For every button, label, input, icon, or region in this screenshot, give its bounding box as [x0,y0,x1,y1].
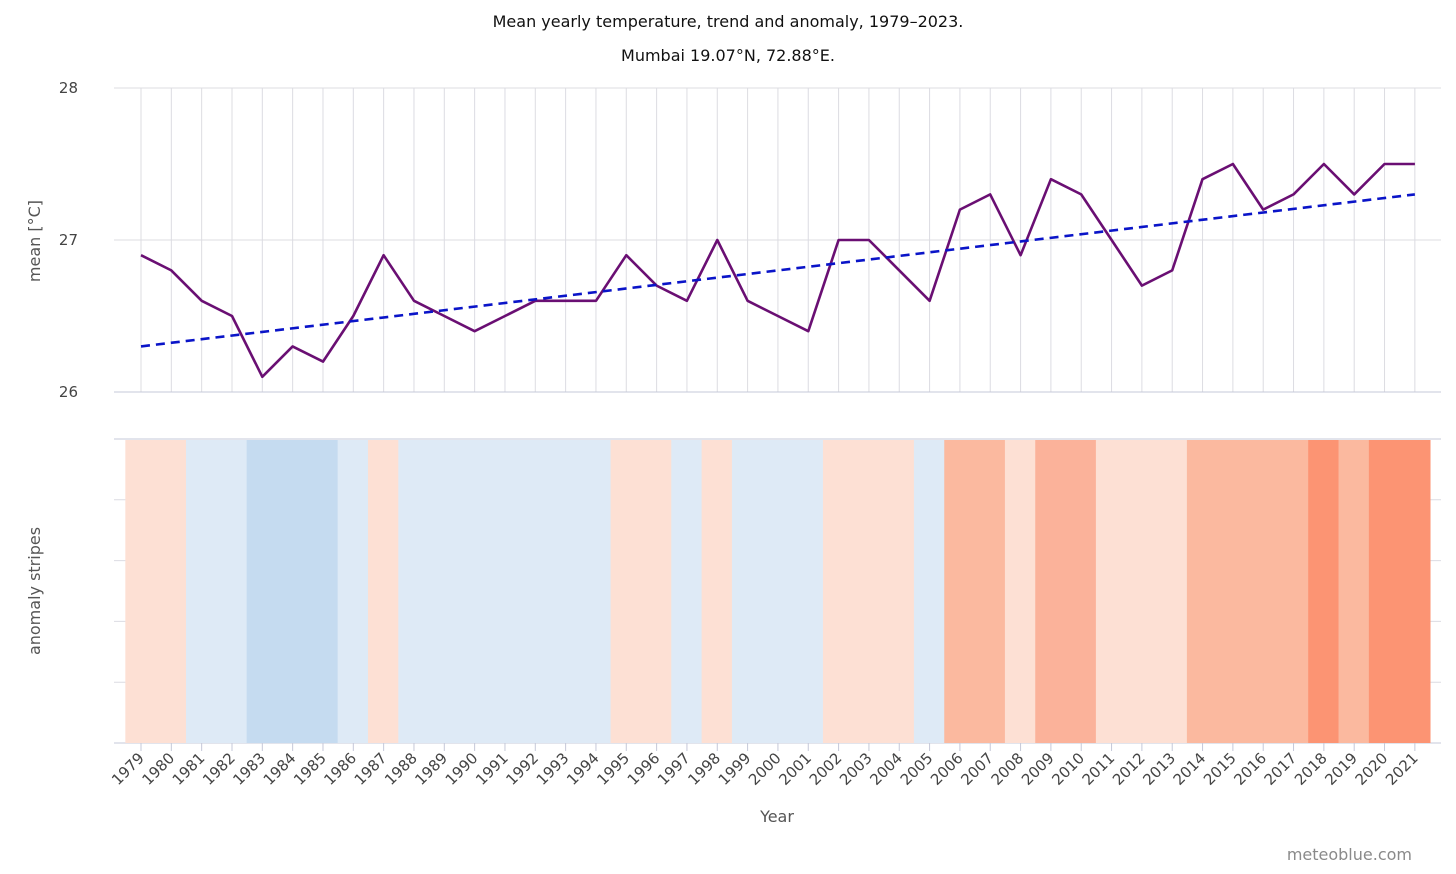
x-tick-label: 2017 [1261,749,1301,789]
anomaly-stripe [701,440,733,743]
x-axis-label: Year [759,807,794,826]
chart-title: Mean yearly temperature, trend and anoma… [493,12,964,31]
y-tick-label: 28 [59,79,78,97]
x-tick-label: 2020 [1352,749,1392,789]
x-tick-label: 2001 [775,749,815,789]
anomaly-stripe [731,440,824,743]
x-tick-label: 2014 [1170,749,1210,789]
anomaly-stripe [398,440,612,743]
anomaly-stripe [671,440,703,743]
x-tick-label: 2010 [1048,749,1088,789]
anomaly-stripe [913,440,946,743]
anomaly-stripes [125,440,1431,743]
x-tick-label: 1982 [199,749,239,789]
x-tick-label: 2002 [806,749,846,789]
x-tick-label: 1984 [260,749,300,789]
anomaly-stripe [337,440,369,743]
anomaly-stripe [1004,440,1037,743]
x-tick-label: 1993 [533,749,573,789]
y-tick-label: 26 [59,383,78,401]
x-axis-ticks: 1979198019811982198319841985198619871988… [108,743,1422,789]
trend-line [140,193,1416,348]
x-tick-label: 2003 [836,749,876,789]
stripes-axis-label: anomaly stripes [25,527,44,655]
x-tick-label: 1996 [624,749,664,789]
x-tick-label: 1988 [381,749,421,789]
mean-temperature-line [140,162,1415,379]
x-tick-label: 2015 [1200,749,1240,789]
x-tick-label: 1989 [411,749,451,789]
x-tick-label: 1994 [563,749,603,789]
y-tick-label: 27 [59,231,78,249]
anomaly-stripe [1186,440,1310,743]
x-tick-label: 2013 [1139,749,1179,789]
x-tick-label: 1983 [229,749,269,789]
x-tick-label: 1991 [472,749,512,789]
x-tick-label: 1995 [593,749,633,789]
anomaly-stripe [944,440,1006,743]
x-tick-label: 1986 [320,749,360,789]
x-tick-label: 2019 [1321,749,1361,789]
anomaly-stripe [246,440,339,743]
anomaly-stripe [1308,440,1340,743]
x-tick-label: 2008 [988,749,1028,789]
chart-subtitle: Mumbai 19.07°N, 72.88°E. [621,46,835,65]
anomaly-stripe [1035,440,1097,743]
x-tick-label: 2007 [957,749,997,789]
x-tick-label: 1990 [442,749,482,789]
x-tick-label: 1997 [654,749,694,789]
x-tick-label: 1987 [351,749,391,789]
anomaly-stripe [367,440,400,743]
x-tick-label: 2012 [1109,749,1149,789]
x-tick-label: 2000 [745,749,785,789]
anomaly-stripe [822,440,915,743]
anomaly-stripe [1368,440,1431,743]
anomaly-stripe [1338,440,1370,743]
x-tick-label: 2004 [866,749,906,789]
x-tick-label: 1981 [169,749,209,789]
x-tick-label: 2006 [927,749,967,789]
anomaly-stripe [610,440,673,743]
x-tick-label: 1979 [108,749,148,789]
y-axis-label: mean [°C] [25,200,44,282]
x-tick-label: 1999 [715,749,755,789]
x-tick-label: 2011 [1079,749,1119,789]
x-tick-label: 2005 [897,749,937,789]
credit-link[interactable]: meteoblue.com [1287,845,1412,864]
x-tick-label: 1992 [502,749,542,789]
anomaly-stripe [185,440,248,743]
x-tick-label: 2021 [1382,749,1422,789]
y-axis-ticks: 26 27 28 [59,79,78,401]
series-lines [140,162,1416,379]
x-tick-label: 1985 [290,749,330,789]
x-tick-label: 2016 [1230,749,1270,789]
anomaly-stripe [1095,440,1188,743]
x-tick-label: 1980 [138,749,178,789]
x-tick-label: 2009 [1018,749,1058,789]
x-tick-label: 2018 [1291,749,1331,789]
anomaly-stripe [125,440,187,743]
x-tick-label: 1998 [684,749,724,789]
